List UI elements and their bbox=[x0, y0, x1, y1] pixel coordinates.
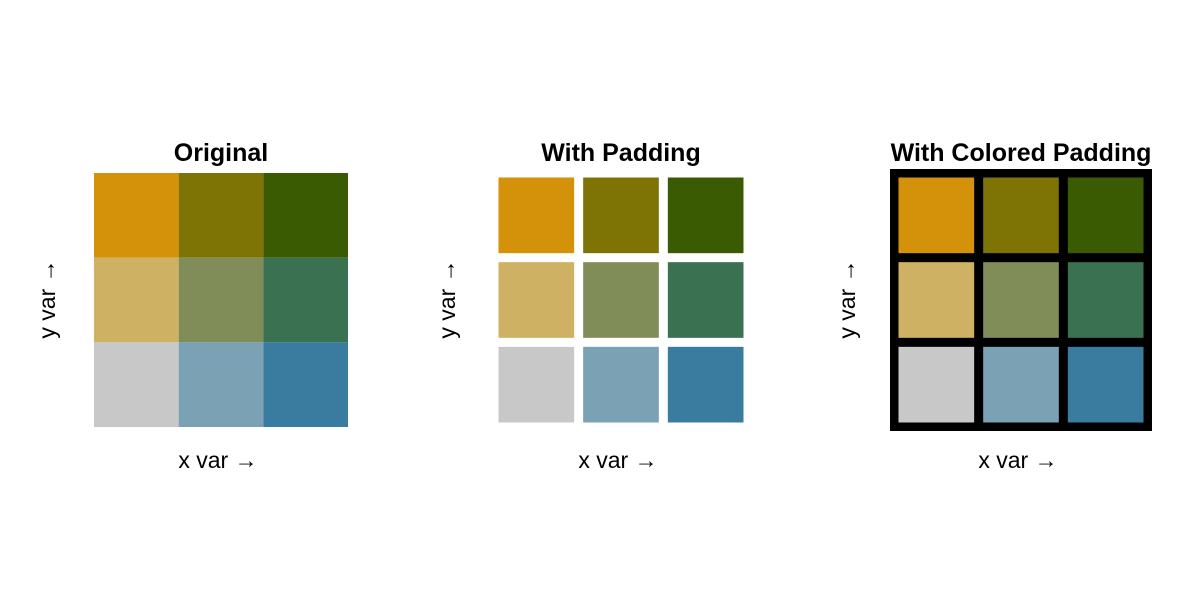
panel-with-padding: With Padding x var → y var → bbox=[434, 139, 744, 473]
grid-cell-r3-c1 bbox=[94, 342, 179, 427]
grid-cell-r1-c1 bbox=[94, 173, 179, 258]
x-axis-label: x var → bbox=[578, 447, 657, 473]
grid-cell-r3-c1 bbox=[898, 346, 975, 423]
grid-cell-r3-c2 bbox=[983, 346, 1059, 423]
y-axis-label: y var → bbox=[434, 259, 460, 338]
grid-cell-r2-c3 bbox=[1067, 262, 1144, 338]
grid-cell-r3-c2 bbox=[583, 346, 659, 423]
panel-title: With Padding bbox=[541, 139, 700, 167]
grid-cell-r3-c3 bbox=[1067, 346, 1144, 423]
grid-cell-r3-c1 bbox=[498, 346, 575, 423]
grid-cell-r2-c3 bbox=[667, 262, 744, 338]
grid-cell-r3-c2 bbox=[178, 342, 264, 427]
grid-cell-r1-c3 bbox=[1067, 177, 1144, 254]
y-axis-label: y var → bbox=[34, 259, 60, 338]
grid-cell-r1-c2 bbox=[983, 177, 1059, 254]
grid-cell-r2-c2 bbox=[983, 262, 1059, 338]
grid-cell-r1-c3 bbox=[263, 173, 348, 258]
panel-title: With Colored Padding bbox=[891, 139, 1152, 167]
grid-cell-r2-c2 bbox=[583, 262, 659, 338]
panel-title: Original bbox=[174, 139, 268, 167]
grid-cell-r1-c2 bbox=[583, 177, 659, 254]
x-axis-label: x var → bbox=[978, 447, 1057, 473]
grid-cell-r3-c3 bbox=[667, 346, 744, 423]
y-axis-label: y var → bbox=[834, 259, 860, 338]
grid-cell-r1-c3 bbox=[667, 177, 744, 254]
grid-cell-r1-c2 bbox=[178, 173, 264, 258]
grid-cell-r2-c3 bbox=[263, 257, 348, 343]
x-axis-label: x var → bbox=[178, 447, 257, 473]
panel-original: Original x var → y var → bbox=[34, 139, 348, 473]
grid-cell-r3-c3 bbox=[263, 342, 348, 427]
grid-cell-r2-c1 bbox=[94, 257, 179, 343]
grid-cell-r2-c1 bbox=[898, 262, 975, 338]
panel-with-colored-padding: With Colored Padding x var → y var → bbox=[834, 139, 1152, 473]
grid-cell-r2-c2 bbox=[178, 257, 264, 343]
grid-cell-r1-c1 bbox=[498, 177, 575, 254]
grid-cell-r2-c1 bbox=[498, 262, 575, 338]
grid-cell-r1-c1 bbox=[898, 177, 975, 254]
